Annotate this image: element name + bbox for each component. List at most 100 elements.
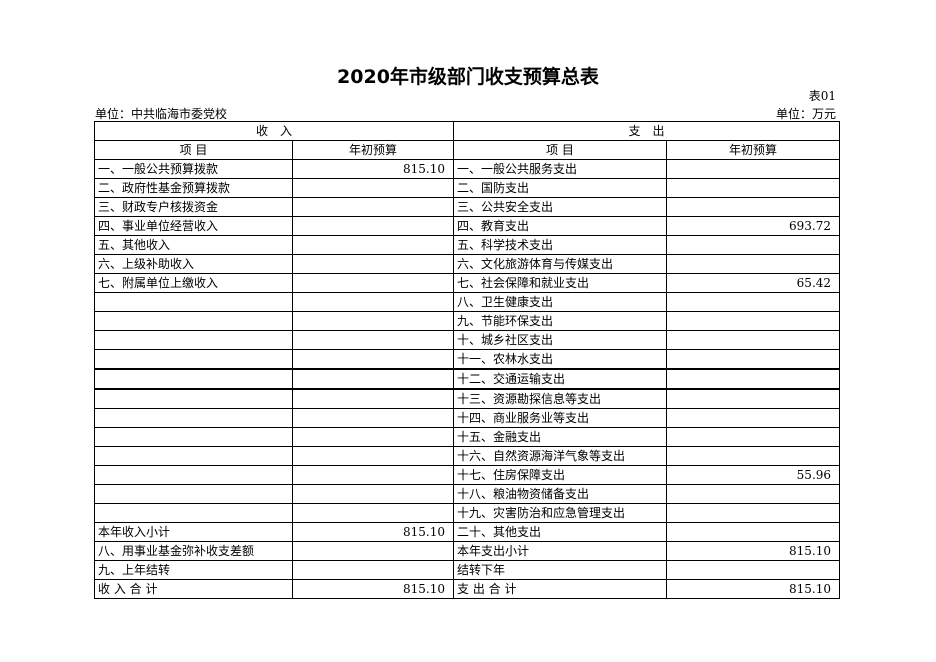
expense-item-cell: 本年支出小计 xyxy=(453,541,668,561)
income-budget-cell xyxy=(291,254,455,274)
income-budget-cell xyxy=(291,197,455,217)
income-item-cell xyxy=(94,503,293,523)
expense-budget-cell xyxy=(666,446,841,466)
table-row: 十二、交通运输支出 xyxy=(94,368,841,390)
income-budget-cell xyxy=(291,235,455,255)
table-row: 九、节能环保支出 xyxy=(94,311,841,331)
income-item-cell: 七、附属单位上缴收入 xyxy=(94,273,293,293)
expense-budget-cell: 815.10 xyxy=(666,579,841,599)
table-row: 五、其他收入 五、科学技术支出 xyxy=(94,235,841,255)
table-row: 十五、金融支出 xyxy=(94,427,841,447)
income-budget-cell xyxy=(291,273,455,293)
income-item-cell: 六、上级补助收入 xyxy=(94,254,293,274)
expense-item-cell: 十四、商业服务业等支出 xyxy=(453,408,668,428)
expense-header: 支 出 xyxy=(453,121,841,141)
expense-item-cell: 二、国防支出 xyxy=(453,178,668,198)
income-item-cell: 四、事业单位经营收入 xyxy=(94,216,293,236)
table-row: 十六、自然资源海洋气象等支出 xyxy=(94,446,841,466)
expense-budget-cell xyxy=(666,388,841,409)
table-row: 十八、粮油物资储备支出 xyxy=(94,484,841,504)
income-budget-cell xyxy=(291,541,455,561)
income-item-cell xyxy=(94,368,293,390)
expense-item-cell: 十五、金融支出 xyxy=(453,427,668,447)
table-row: 十七、住房保障支出 55.96 xyxy=(94,465,841,485)
income-budget-cell: 815.10 xyxy=(291,159,455,179)
table-row: 收 入 合 计 815.10 支 出 合 计 815.10 xyxy=(94,579,841,599)
table-row: 六、上级补助收入 六、文化旅游体育与传媒支出 xyxy=(94,254,841,274)
expense-budget-cell: 55.96 xyxy=(666,465,841,485)
expense-budget-cell: 815.10 xyxy=(666,541,841,561)
expense-budget-cell xyxy=(666,560,841,580)
income-item-cell: 收 入 合 计 xyxy=(94,579,293,599)
table-row: 十三、资源勘探信息等支出 xyxy=(94,388,841,409)
income-item-cell: 五、其他收入 xyxy=(94,235,293,255)
income-budget-header: 年初预算 xyxy=(291,140,455,160)
income-budget-cell xyxy=(291,484,455,504)
expense-budget-cell xyxy=(666,427,841,447)
table-row: 四、事业单位经营收入 四、教育支出 693.72 xyxy=(94,216,841,236)
income-budget-cell: 815.10 xyxy=(291,522,455,542)
expense-item-cell: 结转下年 xyxy=(453,560,668,580)
income-item-cell: 二、政府性基金预算拨款 xyxy=(94,178,293,198)
expense-budget-cell xyxy=(666,484,841,504)
expense-item-cell: 四、教育支出 xyxy=(453,216,668,236)
income-item-header: 项 目 xyxy=(94,140,293,160)
income-item-cell: 一、一般公共预算拨款 xyxy=(94,159,293,179)
unit-currency: 单位：万元 xyxy=(775,107,836,121)
income-item-cell xyxy=(94,349,293,370)
income-budget-cell xyxy=(291,349,455,370)
expense-budget-cell xyxy=(666,349,841,370)
income-item-cell xyxy=(94,311,293,331)
expense-item-cell: 五、科学技术支出 xyxy=(453,235,668,255)
unit-organization: 单位：中共临海市委党校 xyxy=(95,107,228,121)
income-item-cell xyxy=(94,446,293,466)
income-budget-cell xyxy=(291,330,455,350)
income-item-cell xyxy=(94,388,293,409)
income-header: 收 入 xyxy=(93,121,455,141)
income-item-cell xyxy=(94,427,293,447)
expense-item-cell: 十、城乡社区支出 xyxy=(453,330,668,350)
income-budget-cell xyxy=(291,216,455,236)
table-row: 三、财政专户核拨资金 三、公共安全支出 xyxy=(94,197,841,217)
income-budget-cell xyxy=(291,503,455,523)
expense-budget-cell xyxy=(666,292,841,312)
table-row: 七、附属单位上缴收入 七、社会保障和就业支出 65.42 xyxy=(94,273,841,293)
expense-budget-header: 年初预算 xyxy=(666,140,841,160)
expense-budget-cell xyxy=(666,235,841,255)
table-row: 十、城乡社区支出 xyxy=(94,330,841,350)
expense-budget-cell xyxy=(666,330,841,350)
income-item-cell xyxy=(94,330,293,350)
expense-item-header: 项 目 xyxy=(453,140,668,160)
budget-table: 收 入 支 出 项 目 年初预算 项 目 年初预算 一、一般公共预算拨款 815.… xyxy=(93,121,841,599)
expense-item-cell: 十九、灾害防治和应急管理支出 xyxy=(453,503,668,523)
expense-budget-cell xyxy=(666,254,841,274)
income-item-cell: 本年收入小计 xyxy=(94,522,293,542)
table-row: 九、上年结转 结转下年 xyxy=(94,560,841,580)
table-row: 八、卫生健康支出 xyxy=(94,292,841,312)
expense-item-cell: 八、卫生健康支出 xyxy=(453,292,668,312)
income-item-cell xyxy=(94,292,293,312)
expense-item-cell: 十八、粮油物资储备支出 xyxy=(453,484,668,504)
income-item-cell xyxy=(94,465,293,485)
income-budget-cell xyxy=(291,368,455,390)
income-budget-cell xyxy=(291,408,455,428)
expense-item-cell: 六、文化旅游体育与传媒支出 xyxy=(453,254,668,274)
expense-budget-cell: 693.72 xyxy=(666,216,841,236)
expense-item-cell: 七、社会保障和就业支出 xyxy=(453,273,668,293)
income-budget-cell xyxy=(291,388,455,409)
table-row: 本年收入小计 815.10 二十、其他支出 xyxy=(94,522,841,542)
income-item-cell xyxy=(94,484,293,504)
expense-item-cell: 支 出 合 计 xyxy=(453,579,668,599)
table-number: 表01 xyxy=(808,89,836,103)
income-budget-cell xyxy=(291,311,455,331)
income-budget-cell xyxy=(291,427,455,447)
expense-budget-cell xyxy=(666,311,841,331)
income-item-cell: 三、财政专户核拨资金 xyxy=(94,197,293,217)
income-item-cell: 八、用事业基金弥补收支差额 xyxy=(94,541,293,561)
expense-item-cell: 十二、交通运输支出 xyxy=(453,368,668,390)
expense-budget-cell xyxy=(666,503,841,523)
income-budget-cell xyxy=(291,178,455,198)
expense-budget-cell xyxy=(666,197,841,217)
expense-item-cell: 十七、住房保障支出 xyxy=(453,465,668,485)
expense-budget-cell xyxy=(666,159,841,179)
